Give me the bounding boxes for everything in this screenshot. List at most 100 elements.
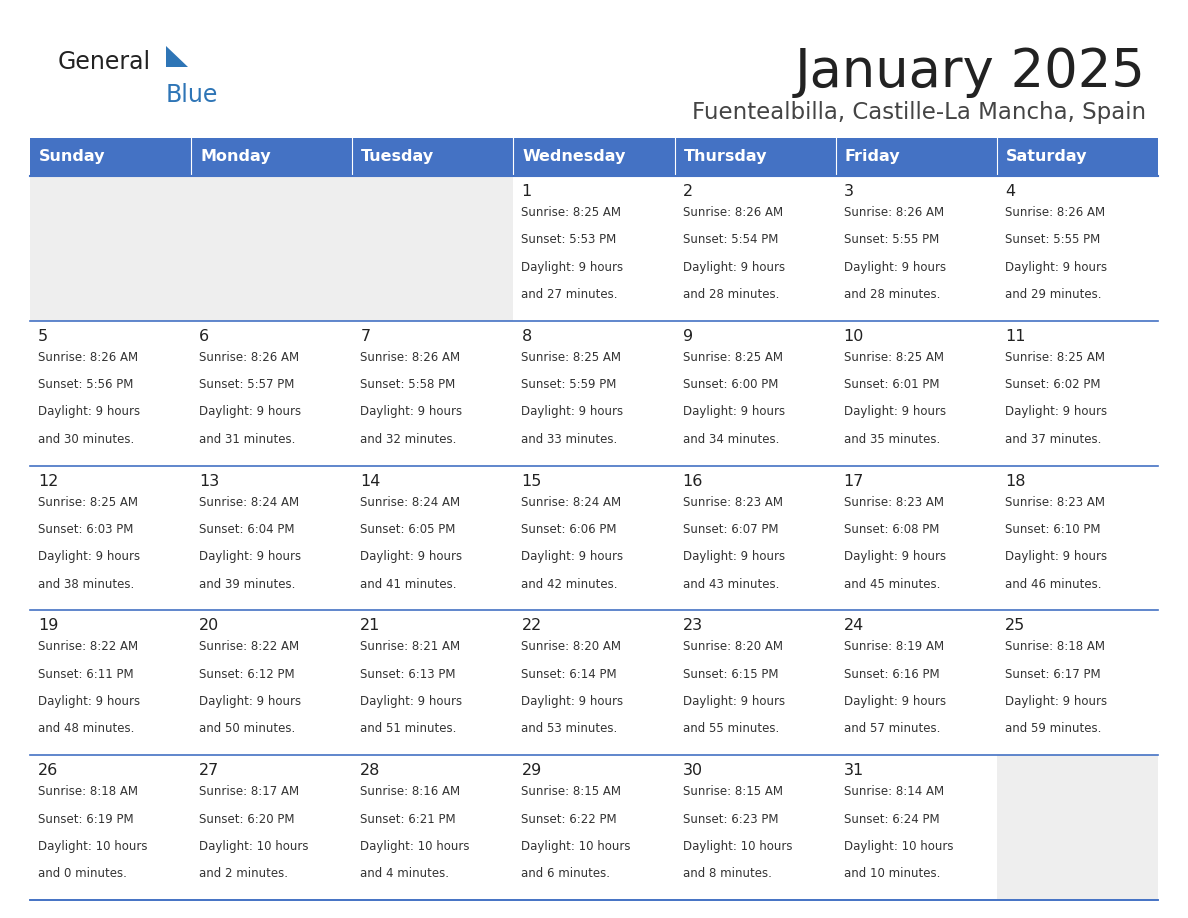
Bar	[30, 465, 191, 610]
Text: and 10 minutes.: and 10 minutes.	[843, 868, 940, 880]
Text: 17: 17	[843, 474, 864, 488]
Bar	[997, 138, 1158, 176]
Text: Sunset: 6:17 PM: Sunset: 6:17 PM	[1005, 667, 1100, 681]
Text: Sunrise: 8:23 AM: Sunrise: 8:23 AM	[1005, 496, 1105, 509]
Text: 29: 29	[522, 763, 542, 778]
Bar	[353, 756, 513, 900]
Bar	[835, 465, 997, 610]
Text: Sunset: 5:58 PM: Sunset: 5:58 PM	[360, 378, 455, 391]
Bar	[191, 138, 353, 176]
Text: and 33 minutes.: and 33 minutes.	[522, 432, 618, 446]
Bar	[997, 610, 1158, 756]
Text: Sunrise: 8:24 AM: Sunrise: 8:24 AM	[200, 496, 299, 509]
Bar	[997, 465, 1158, 610]
Text: January 2025: January 2025	[795, 46, 1146, 98]
Text: 23: 23	[683, 619, 702, 633]
Text: Sunset: 6:03 PM: Sunset: 6:03 PM	[38, 523, 133, 536]
Text: Sunset: 6:07 PM: Sunset: 6:07 PM	[683, 523, 778, 536]
Text: Daylight: 9 hours: Daylight: 9 hours	[843, 550, 946, 564]
Bar	[675, 465, 835, 610]
Text: Sunset: 6:04 PM: Sunset: 6:04 PM	[200, 523, 295, 536]
Text: and 51 minutes.: and 51 minutes.	[360, 722, 456, 735]
Text: Daylight: 9 hours: Daylight: 9 hours	[38, 695, 140, 708]
Text: Sunday: Sunday	[39, 150, 106, 164]
Text: Sunset: 6:13 PM: Sunset: 6:13 PM	[360, 667, 456, 681]
Text: and 46 minutes.: and 46 minutes.	[1005, 577, 1101, 590]
Text: and 39 minutes.: and 39 minutes.	[200, 577, 296, 590]
Text: Thursday: Thursday	[683, 150, 767, 164]
Bar	[997, 320, 1158, 465]
Bar	[30, 610, 191, 756]
Text: Sunrise: 8:14 AM: Sunrise: 8:14 AM	[843, 785, 943, 798]
Text: Sunrise: 8:21 AM: Sunrise: 8:21 AM	[360, 641, 461, 654]
Text: Sunset: 6:06 PM: Sunset: 6:06 PM	[522, 523, 617, 536]
Bar	[191, 320, 353, 465]
Text: Sunrise: 8:26 AM: Sunrise: 8:26 AM	[1005, 206, 1105, 219]
Text: Daylight: 9 hours: Daylight: 9 hours	[843, 695, 946, 708]
Text: and 8 minutes.: and 8 minutes.	[683, 868, 771, 880]
Text: Daylight: 9 hours: Daylight: 9 hours	[360, 550, 462, 564]
Bar	[353, 320, 513, 465]
Text: 14: 14	[360, 474, 380, 488]
Text: Daylight: 9 hours: Daylight: 9 hours	[522, 261, 624, 274]
Text: Sunrise: 8:23 AM: Sunrise: 8:23 AM	[843, 496, 943, 509]
Bar	[835, 176, 997, 320]
Text: 3: 3	[843, 184, 854, 199]
Text: Sunset: 6:05 PM: Sunset: 6:05 PM	[360, 523, 456, 536]
Text: Sunset: 6:19 PM: Sunset: 6:19 PM	[38, 812, 133, 825]
Bar	[675, 320, 835, 465]
Text: Daylight: 9 hours: Daylight: 9 hours	[200, 406, 302, 419]
Text: Saturday: Saturday	[1006, 150, 1087, 164]
Bar	[191, 176, 353, 320]
Bar	[835, 138, 997, 176]
Text: Daylight: 9 hours: Daylight: 9 hours	[683, 261, 785, 274]
Text: and 37 minutes.: and 37 minutes.	[1005, 432, 1101, 446]
Text: and 38 minutes.: and 38 minutes.	[38, 577, 134, 590]
Bar	[513, 756, 675, 900]
Text: Daylight: 9 hours: Daylight: 9 hours	[1005, 695, 1107, 708]
Text: 28: 28	[360, 763, 380, 778]
Text: Sunset: 6:20 PM: Sunset: 6:20 PM	[200, 812, 295, 825]
Text: 26: 26	[38, 763, 58, 778]
Bar	[675, 176, 835, 320]
Text: 13: 13	[200, 474, 220, 488]
Text: 10: 10	[843, 329, 864, 344]
Bar	[30, 756, 191, 900]
Text: 2: 2	[683, 184, 693, 199]
Text: Sunrise: 8:18 AM: Sunrise: 8:18 AM	[38, 785, 138, 798]
Text: and 55 minutes.: and 55 minutes.	[683, 722, 779, 735]
Text: Sunset: 6:00 PM: Sunset: 6:00 PM	[683, 378, 778, 391]
Text: Daylight: 10 hours: Daylight: 10 hours	[683, 840, 792, 853]
Text: and 30 minutes.: and 30 minutes.	[38, 432, 134, 446]
Text: Daylight: 9 hours: Daylight: 9 hours	[360, 406, 462, 419]
Text: Daylight: 9 hours: Daylight: 9 hours	[683, 695, 785, 708]
Text: Sunset: 5:55 PM: Sunset: 5:55 PM	[843, 233, 939, 246]
Text: Sunrise: 8:15 AM: Sunrise: 8:15 AM	[522, 785, 621, 798]
Text: Sunset: 5:54 PM: Sunset: 5:54 PM	[683, 233, 778, 246]
Bar	[835, 756, 997, 900]
Text: Daylight: 9 hours: Daylight: 9 hours	[843, 261, 946, 274]
Bar	[513, 610, 675, 756]
Bar	[513, 176, 675, 320]
Text: Sunrise: 8:25 AM: Sunrise: 8:25 AM	[1005, 351, 1105, 364]
Text: Daylight: 9 hours: Daylight: 9 hours	[522, 406, 624, 419]
Text: Daylight: 10 hours: Daylight: 10 hours	[843, 840, 953, 853]
Text: 20: 20	[200, 619, 220, 633]
Text: Sunset: 5:55 PM: Sunset: 5:55 PM	[1005, 233, 1100, 246]
Text: 25: 25	[1005, 619, 1025, 633]
Text: Sunrise: 8:22 AM: Sunrise: 8:22 AM	[200, 641, 299, 654]
Text: Daylight: 10 hours: Daylight: 10 hours	[522, 840, 631, 853]
Text: Wednesday: Wednesday	[523, 150, 626, 164]
Text: 18: 18	[1005, 474, 1025, 488]
Text: Friday: Friday	[845, 150, 901, 164]
Text: 15: 15	[522, 474, 542, 488]
Text: and 28 minutes.: and 28 minutes.	[683, 288, 779, 301]
Text: 16: 16	[683, 474, 703, 488]
Bar	[30, 320, 191, 465]
Bar	[30, 176, 191, 320]
Bar	[513, 138, 675, 176]
Bar	[997, 176, 1158, 320]
Text: 27: 27	[200, 763, 220, 778]
Text: Sunrise: 8:18 AM: Sunrise: 8:18 AM	[1005, 641, 1105, 654]
Polygon shape	[166, 46, 188, 67]
